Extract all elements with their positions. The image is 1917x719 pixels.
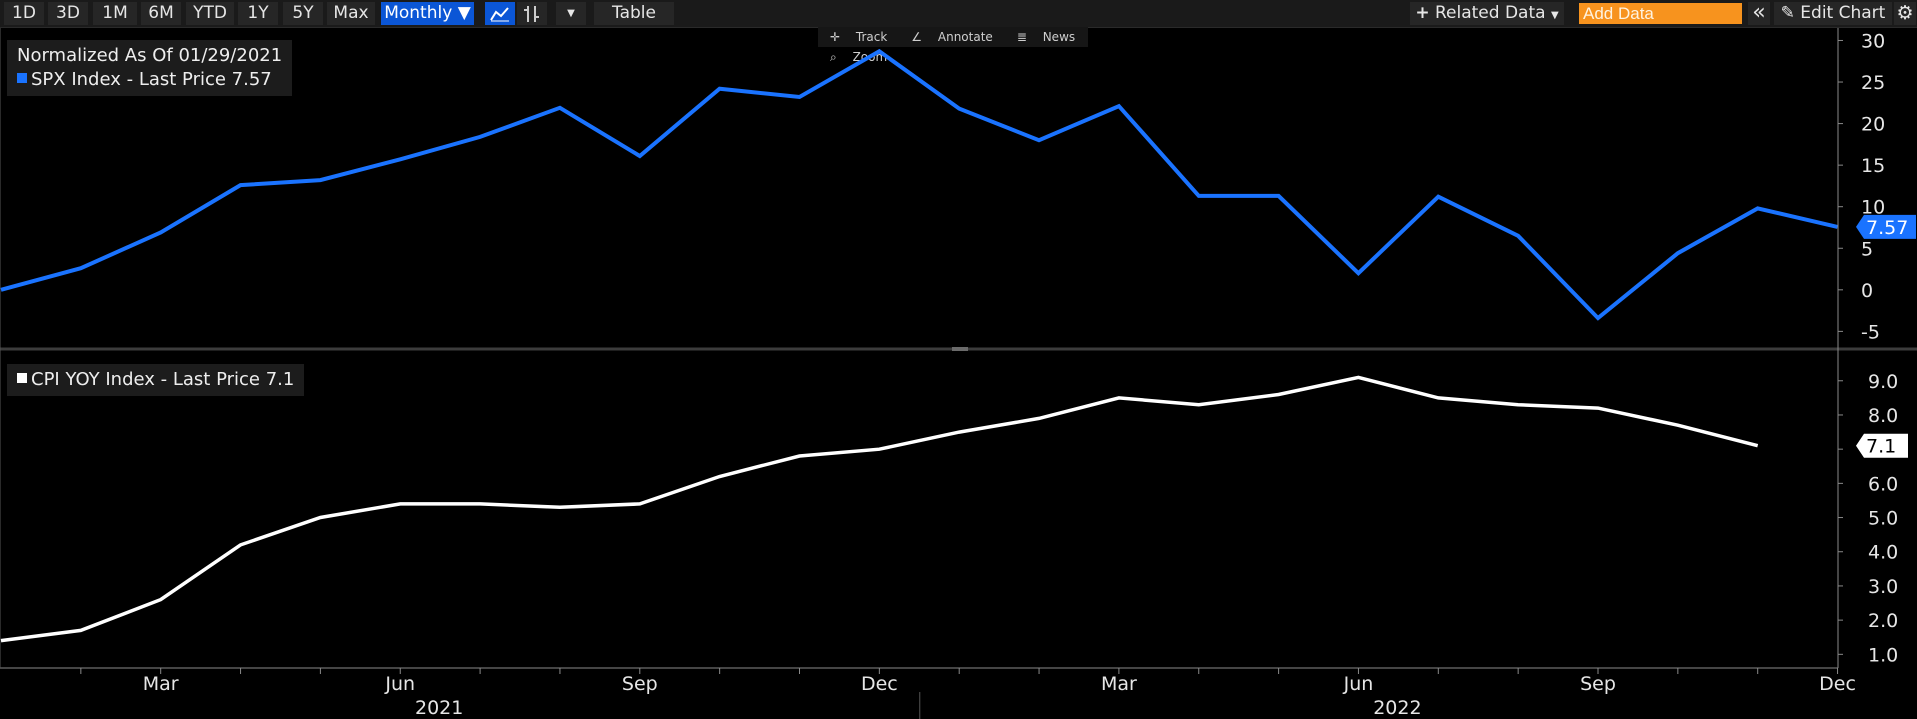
x-tick-label: Jun: [384, 673, 415, 695]
cpi-swatch: [17, 373, 27, 383]
related-data-label: Related Data: [1434, 3, 1546, 23]
y-tick-label: 25: [1861, 72, 1885, 94]
edit-chart-label: Edit Chart: [1800, 3, 1886, 23]
spx-legend-label: SPX Index - Last Price 7.57: [31, 69, 272, 90]
period-button-5y[interactable]: 5Y: [283, 2, 323, 25]
y-tick-label: 7.0: [1868, 439, 1898, 461]
pencil-icon: ∠: [911, 30, 923, 44]
crosshair-icon: ✛: [830, 30, 841, 44]
y-tick-label: 6.0: [1868, 473, 1898, 495]
cpi-series-line: [0, 375, 1759, 643]
spx-last-price-tag: [1856, 214, 1916, 239]
y-tick-label: -5: [1861, 321, 1880, 343]
normalized-title: Normalized As Of 01/29/2021: [17, 45, 283, 66]
plus-icon: +: [1415, 3, 1430, 23]
collapse-icon[interactable]: «: [1748, 2, 1770, 25]
frequency-dropdown[interactable]: Monthly ▼: [381, 2, 474, 25]
candlestick-chart-type-icon[interactable]: [517, 2, 547, 25]
x-tick-label: Sep: [1580, 673, 1616, 695]
chevron-down-icon: ▼: [1550, 10, 1559, 21]
y-tick-label: 5: [1861, 238, 1873, 260]
y-tick-label: 8.0: [1868, 405, 1898, 427]
y-tick-label: 30: [1861, 30, 1885, 52]
pencil-icon: ✎: [1780, 3, 1795, 23]
y-tick-label: 9.0: [1868, 371, 1898, 393]
table-button[interactable]: Table: [594, 2, 674, 25]
x-tick-label: Sep: [622, 673, 658, 695]
zoom-tool[interactable]: ⌕ Zoom: [818, 47, 899, 67]
x-year-label: 2021: [415, 697, 463, 719]
cpi-legend-label: CPI YOY Index - Last Price 7.1: [31, 369, 295, 390]
x-tick-label: Dec: [1819, 673, 1856, 695]
period-button-max[interactable]: Max: [327, 2, 375, 25]
y-tick-label: 0: [1861, 280, 1873, 302]
line-chart-type-icon[interactable]: [485, 2, 515, 25]
y-tick-label: 10: [1861, 197, 1885, 219]
add-data-input[interactable]: [1579, 3, 1742, 24]
x-tick-label: Mar: [143, 673, 179, 695]
y-tick-label: 20: [1861, 114, 1885, 136]
magnifier-icon: ⌕: [830, 50, 837, 64]
chart-tools-bar: ✛ Track ∠ Annotate ≣ News ⌕ Zoom: [818, 27, 1088, 64]
chart-type-dropdown-arrow[interactable]: ▼: [556, 2, 586, 25]
news-icon: ≣: [1016, 30, 1027, 44]
annotate-tool[interactable]: ∠ Annotate: [899, 27, 1005, 47]
chart-toolbar: 1D 3D 1M 6M YTD 1Y 5Y Max Monthly ▼ ▼ Table + R…: [0, 0, 1917, 28]
track-tool[interactable]: ✛ Track: [818, 27, 899, 47]
period-button-6m[interactable]: 6M: [141, 2, 181, 25]
period-button-1m[interactable]: 1M: [93, 2, 137, 25]
x-tick-label: Mar: [1101, 673, 1137, 695]
news-tool[interactable]: ≣ News: [1005, 27, 1087, 47]
x-tick-label: Dec: [861, 673, 898, 695]
y-tick-label: 3.0: [1868, 576, 1898, 598]
edit-chart-button[interactable]: ✎ Edit Chart: [1774, 2, 1892, 25]
cpi-last-price-label: 7.1: [1866, 436, 1896, 458]
spx-swatch: [17, 73, 27, 83]
pane-resize-handle: [952, 347, 968, 351]
y-tick-label: 2.0: [1868, 610, 1898, 632]
period-button-ytd[interactable]: YTD: [186, 2, 234, 25]
period-button-3d[interactable]: 3D: [48, 2, 88, 25]
x-tick-label: Jun: [1343, 673, 1374, 695]
gear-icon[interactable]: ⚙: [1894, 2, 1916, 25]
period-button-1y[interactable]: 1Y: [238, 2, 278, 25]
related-data-button[interactable]: + Related Data ▼: [1410, 2, 1564, 25]
period-button-1d[interactable]: 1D: [4, 2, 44, 25]
y-tick-label: 15: [1861, 155, 1885, 177]
y-tick-label: 5.0: [1868, 508, 1898, 530]
y-tick-label: 4.0: [1868, 542, 1898, 564]
cpi-last-price-tag: [1856, 433, 1908, 458]
cpi-legend: CPI YOY Index - Last Price 7.1: [7, 364, 305, 396]
spx-legend: Normalized As Of 01/29/2021 SPX Index - …: [7, 40, 293, 96]
y-tick-label: 1.0: [1868, 644, 1898, 666]
x-year-label: 2022: [1373, 697, 1421, 719]
spx-last-price-label: 7.57: [1866, 217, 1908, 239]
